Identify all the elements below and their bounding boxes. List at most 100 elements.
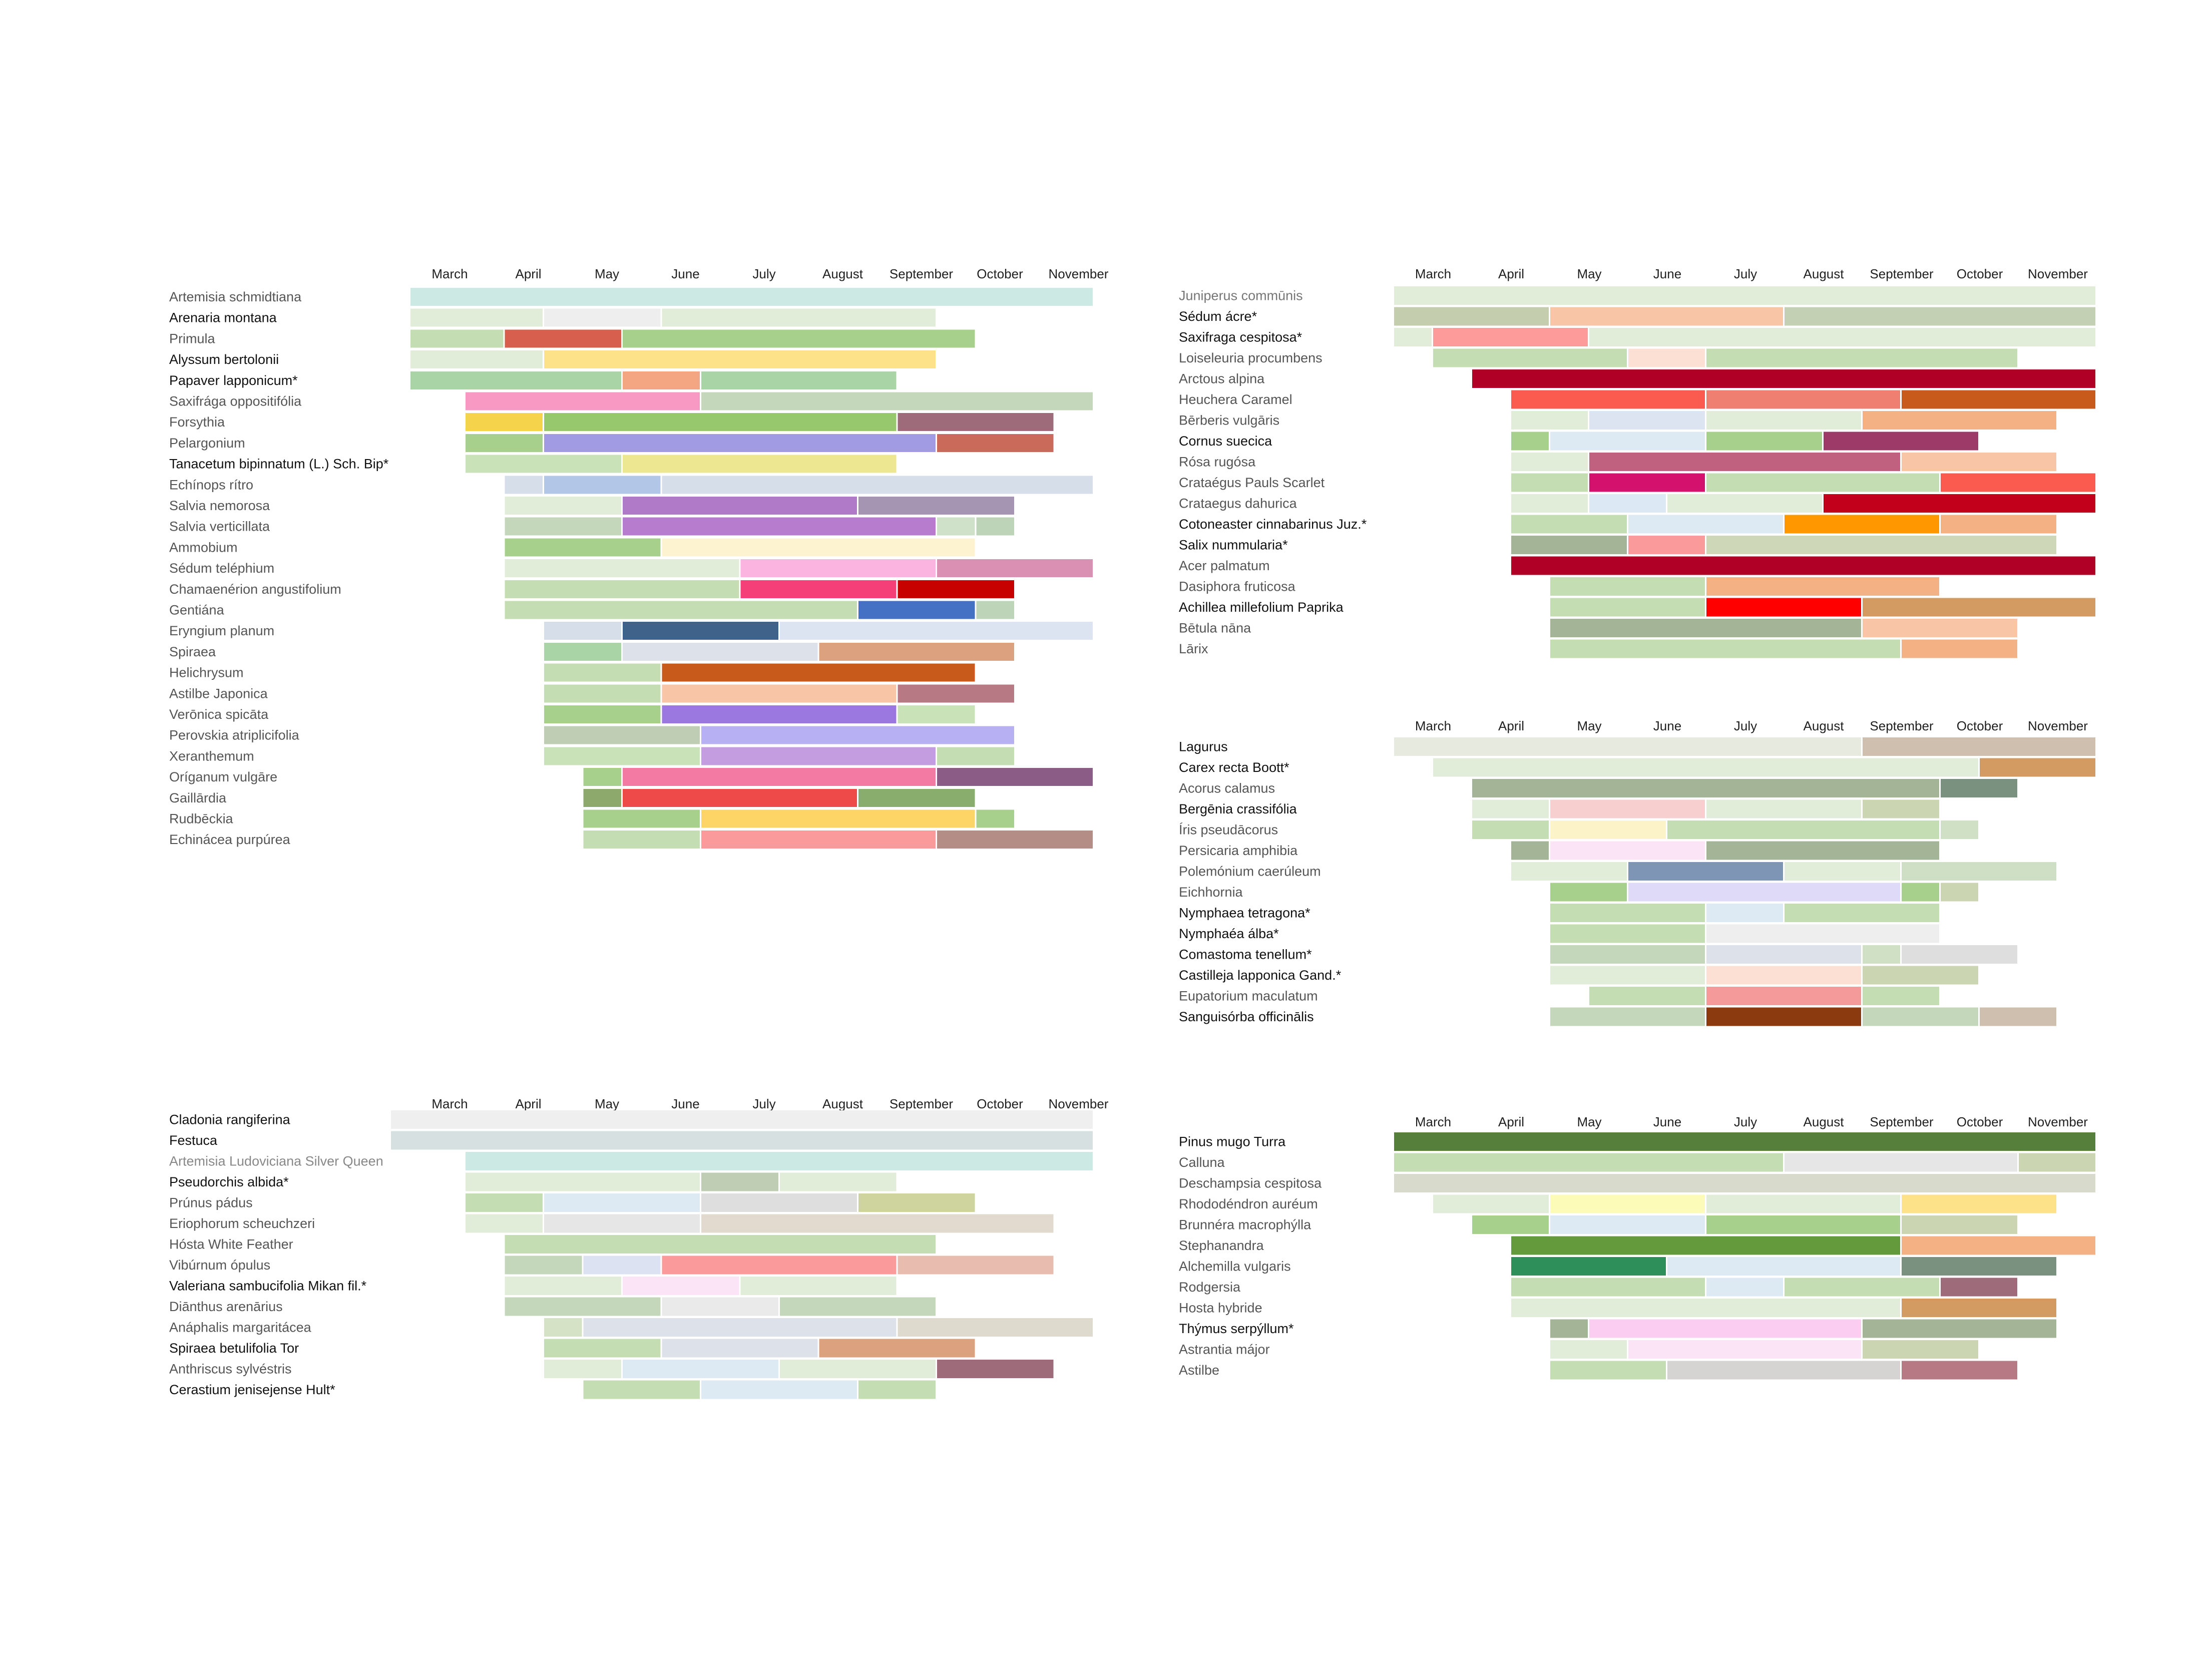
plant-label: Arenaria montana [169, 310, 277, 325]
bloom-segment [1941, 473, 2095, 492]
plant-label: Acorus calamus [1179, 781, 1275, 796]
bloom-segment [1706, 473, 1939, 492]
bloom-segment [505, 1235, 936, 1254]
bloom-segment [465, 1214, 543, 1233]
bloom-segment [1785, 1153, 2017, 1172]
bloom-segment [465, 1193, 543, 1212]
plant-label: Eryngium planum [169, 623, 274, 638]
plant-label: Xeranthemum [169, 748, 254, 763]
bloom-segment [937, 831, 1093, 849]
bloom-segment [1902, 639, 2017, 658]
bloom-segment [1394, 307, 1549, 326]
bloom-segment [1394, 286, 2095, 305]
bloom-segment [544, 1360, 621, 1378]
bloom-segment [1902, 453, 2056, 471]
bloom-segment [544, 476, 661, 494]
panel-3: March April May June July August September Octo… [1179, 718, 2095, 1026]
bloom-segment [819, 642, 1014, 661]
plant-label: Heuchera Caramel [1179, 392, 1292, 407]
bloom-segment [544, 622, 621, 640]
plant-label: Eriophorum scheuchzeri [169, 1216, 315, 1231]
bloom-segment [505, 517, 621, 536]
bloom-segment [1902, 945, 2017, 964]
plant-label: Papaver lapponicum* [169, 373, 298, 388]
plant-label: Sédum ácre* [1179, 309, 1257, 324]
bloom-segment [465, 1172, 700, 1191]
bloom-segment [1550, 619, 1861, 637]
plant-label: Helichrysum [169, 665, 244, 680]
bloom-segment [1550, 598, 1705, 617]
bloom-segment [1902, 1257, 2056, 1276]
bloom-segment [1628, 515, 1783, 534]
bloom-segment [1472, 820, 1549, 839]
bloom-segment [622, 329, 975, 348]
bloom-segment [583, 768, 621, 786]
bloom-segment [701, 726, 1014, 744]
bloom-segment [1863, 945, 1900, 964]
plant-label: Chamaenérion angustifolium [169, 582, 341, 597]
bloom-segment [858, 1380, 936, 1399]
bloom-segment [505, 580, 739, 598]
bloom-segment [583, 809, 700, 828]
bloom-segment [858, 788, 975, 807]
bloom-segment [544, 663, 661, 682]
bloom-segment [1550, 904, 1705, 922]
bloom-segment [583, 831, 700, 849]
bloom-segment [1550, 820, 1666, 839]
plant-label: Anthriscus sylvéstris [169, 1362, 292, 1377]
plant-label: Prúnus pádus [169, 1195, 253, 1210]
plant-label: Spiraea [169, 644, 216, 659]
bloom-segment [1902, 1215, 2017, 1234]
bloom-segment [410, 350, 543, 369]
bloom-segment [1628, 862, 1783, 881]
bloom-segment [622, 371, 700, 389]
month-label: September [890, 1096, 954, 1111]
bloom-segment [1785, 307, 2095, 326]
bloom-segment [1550, 799, 1705, 818]
plant-label: Rodgersia [1179, 1280, 1241, 1295]
bloom-segment [1550, 841, 1705, 860]
bloom-segment [662, 1339, 818, 1358]
bloom-segment [1394, 737, 1861, 756]
bloom-segment [1785, 1278, 1939, 1297]
month-label: April [515, 266, 541, 281]
month-label: April [1498, 718, 1524, 733]
plant-label: Eupatorium maculatum [1179, 989, 1318, 1004]
plant-label: Lārix [1179, 641, 1208, 656]
plant-label: Stephanandra [1179, 1238, 1264, 1253]
bloom-segment [622, 622, 778, 640]
bloom-segment [1472, 779, 1939, 797]
bloom-segment [1667, 820, 1939, 839]
bloom-segment [1902, 1299, 2056, 1317]
bloom-segment [465, 1152, 1093, 1170]
bloom-segment [1706, 577, 1939, 596]
month-label: May [1577, 718, 1601, 733]
plant-label: Tanacetum bipinnatum (L.) Sch. Bip* [169, 457, 389, 472]
plant-label: Eichhornia [1179, 885, 1243, 900]
plant-label: Juniperus commūnis [1179, 288, 1303, 303]
plant-label: Brunnéra macrophýlla [1179, 1217, 1311, 1232]
bloom-segment [1394, 1153, 1783, 1172]
plant-label: Pseudorchis albida* [169, 1174, 289, 1189]
bloom-segment [544, 684, 661, 703]
month-label: November [2028, 718, 2088, 733]
plant-label: Bergēnia crassifólia [1179, 801, 1297, 816]
bloom-segment [1706, 966, 1861, 985]
month-label: March [1415, 718, 1451, 733]
bloom-segment [701, 809, 975, 828]
bloom-segment [1589, 987, 1705, 1005]
bloom-segment [544, 413, 897, 432]
bloom-segment [1941, 515, 2056, 534]
plant-label: Salvia verticillata [169, 519, 270, 534]
bloom-segment [1433, 1194, 1549, 1213]
bloom-segment [1706, 1194, 1900, 1213]
bloom-segment [1785, 515, 1939, 534]
plant-label: Echinácea purpúrea [169, 832, 291, 847]
plant-label: Sédum teléphium [169, 561, 274, 576]
bloom-segment [1589, 411, 1705, 430]
bloom-segment [1706, 945, 1861, 964]
plant-label: Salix nummularia* [1179, 538, 1288, 553]
bloom-segment [622, 788, 857, 807]
month-label: March [431, 1096, 468, 1111]
bloom-segment [544, 726, 700, 744]
